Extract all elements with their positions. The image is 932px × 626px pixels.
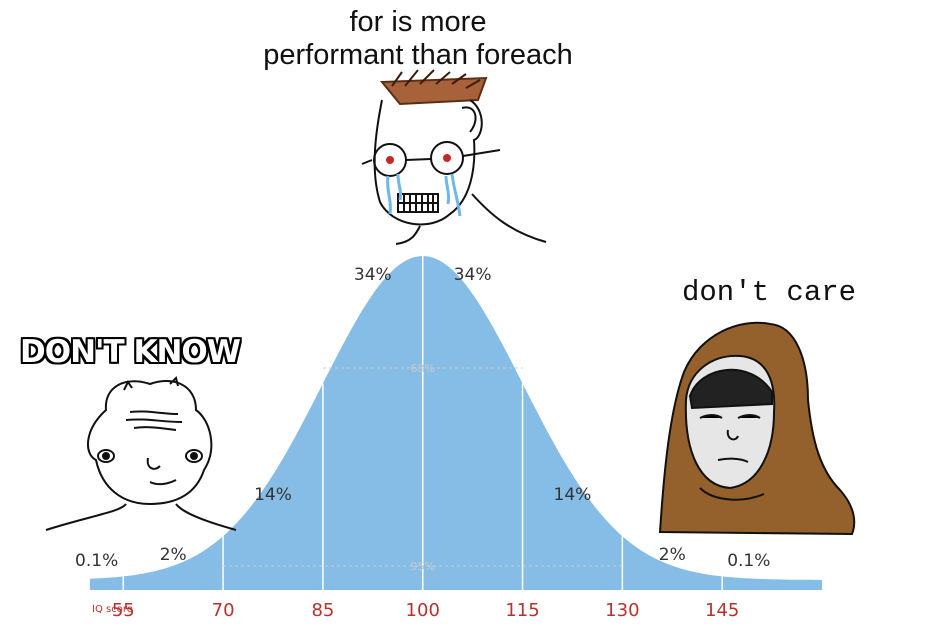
x-tick-label: 130: [605, 600, 639, 621]
x-tick-label: 115: [505, 600, 539, 621]
band-label: 14%: [254, 485, 292, 505]
band-label: 0.1%: [75, 551, 118, 571]
x-tick-label: 55: [112, 600, 135, 621]
crying-wojak-icon: [361, 69, 547, 245]
top-caption: for is more performant than foreach: [218, 6, 618, 72]
band-label: 2%: [160, 545, 187, 565]
curve-layer: 68% 95% 0.1% 2% 14% 34% 34% 14% 2% 0.1% 55 70 85 100 1…: [75, 256, 822, 621]
hooded-figure-icon: [658, 321, 856, 536]
x-tick-label: 70: [212, 600, 235, 621]
band-label: 2%: [659, 545, 686, 565]
band-label: 14%: [554, 485, 592, 505]
x-tick-label: 85: [311, 600, 334, 621]
band-label: 34%: [454, 265, 492, 285]
top-caption-line-2: performant than foreach: [263, 39, 573, 71]
bell-curve-area: [90, 256, 822, 590]
left-caption: DON'T KNOW: [20, 334, 241, 370]
x-tick-label: 145: [705, 600, 739, 621]
bald-wojak-icon: [45, 376, 237, 531]
band-label: 0.1%: [727, 551, 770, 571]
band-label: 34%: [354, 265, 392, 285]
x-axis-label: IQ score: [92, 604, 133, 615]
inner-label-68: 68%: [411, 362, 435, 375]
inner-label-95: 95%: [411, 560, 435, 573]
x-tick-label: 100: [406, 600, 440, 621]
top-caption-line-1: for is more: [349, 6, 487, 38]
right-caption: don't care: [682, 276, 857, 309]
